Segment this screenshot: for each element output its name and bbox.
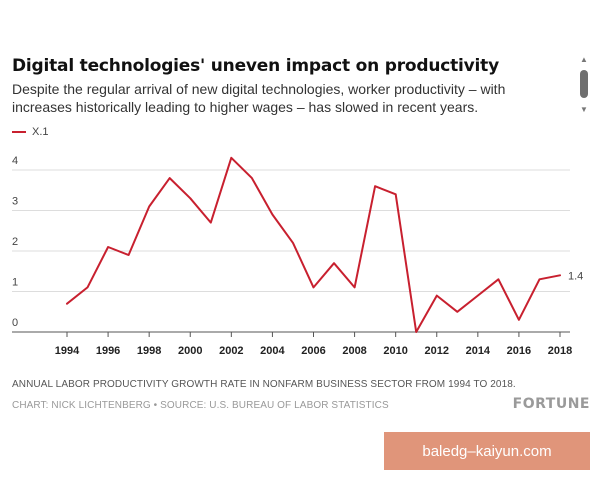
chart-caption: ANNUAL LABOR PRODUCTIVITY GROWTH RATE IN…: [12, 379, 516, 390]
x-tick-label: 2000: [178, 345, 202, 357]
x-tick-label: 2002: [219, 345, 243, 357]
chart-title: Digital technologies' uneven impact on p…: [12, 56, 499, 76]
legend-swatch: [12, 131, 26, 133]
scrollbar[interactable]: ▲ ▼: [578, 56, 590, 118]
watermark-link[interactable]: baledg–kaiyun.com: [384, 432, 590, 470]
legend-label: X.1: [32, 126, 49, 138]
scroll-up-arrow-icon[interactable]: ▲: [580, 55, 588, 64]
end-value-label: 1.4: [568, 270, 583, 282]
x-tick-label: 2014: [466, 345, 491, 357]
x-tick-label: 2008: [342, 345, 366, 357]
scroll-down-arrow-icon[interactable]: ▼: [580, 105, 588, 114]
x-tick-label: 2004: [260, 345, 285, 357]
y-tick-label: 0: [12, 317, 18, 329]
series-line-1: [66, 156, 561, 333]
line-chart: 0 1 2 3 4 1994 1996 1998 2000 2002 2004 2006 2008 201…: [12, 155, 583, 357]
chart-subtitle: Despite the regular arrival of new digit…: [12, 81, 506, 115]
x-tick-label: 2016: [507, 345, 531, 357]
y-tick-label: 1: [12, 277, 18, 289]
scroll-thumb[interactable]: [580, 70, 588, 98]
x-tick-label: 1996: [96, 345, 120, 357]
x-tick-label: 2018: [548, 345, 572, 357]
chart-source: CHART: NICK LICHTENBERG • SOURCE: U.S. B…: [12, 400, 389, 411]
x-tick-label: 1998: [137, 345, 161, 357]
y-tick-label: 2: [12, 236, 18, 248]
x-tick-label: 2012: [425, 345, 449, 357]
x-tick-label: 1994: [55, 345, 80, 357]
chart-legend: X.1: [12, 126, 49, 138]
x-tick-label: 2010: [383, 345, 407, 357]
x-tick-label: 2006: [301, 345, 325, 357]
y-tick-label: 4: [12, 155, 18, 167]
brand-logo: FORTUNE: [512, 396, 590, 412]
y-tick-label: 3: [12, 196, 18, 208]
